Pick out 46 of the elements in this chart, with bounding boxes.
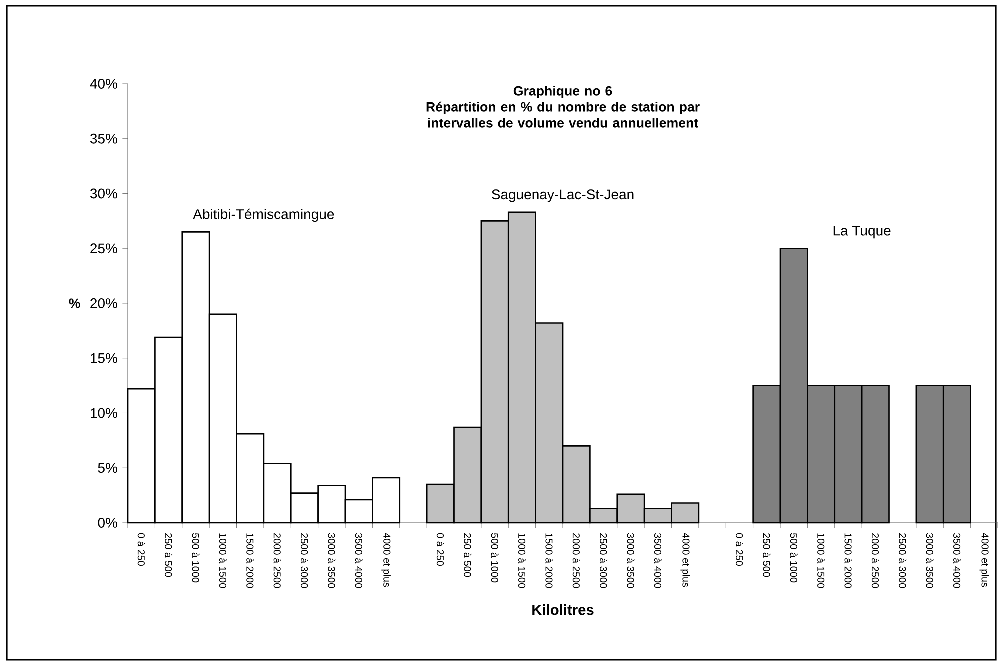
x-tick-label: 1500 à 2000: [246, 534, 254, 588]
x-tick-label: 2000 à 2500: [872, 534, 880, 588]
y-tick-label: 15%: [91, 353, 118, 364]
x-tick-label: 1000 à 1500: [818, 534, 826, 588]
x-tick-label: 3000 à 3500: [926, 533, 934, 588]
x-tick-label: 2500 à 3000: [600, 534, 608, 588]
x-tick-label: 4000 et plus: [680, 533, 690, 588]
x-tick-label: 4000 et plus: [382, 533, 391, 588]
x-tick-label: 2000 à 2500: [274, 534, 282, 588]
y-tick-label: 30%: [90, 188, 118, 199]
text: La Tuque: [834, 226, 891, 239]
y-tick-label: 10%: [91, 408, 118, 418]
x-tick-label: 1000 à 1500: [219, 534, 227, 588]
y-tick-label: 0%: [98, 518, 118, 528]
x-tick-label: 0 à 250: [138, 533, 146, 566]
text: Répartition en % du nombre de station par intervalles de volume vendu annuellement: [426, 102, 700, 128]
series-label: Saguenay-Lac-St-Jean: [492, 190, 634, 202]
x-tick-label: 1500 à 2000: [844, 534, 852, 588]
x-tick-label: 0 à 250: [436, 533, 444, 566]
x-tick-label: 3500 à 4000: [355, 533, 363, 588]
y-tick-label: 20%: [90, 298, 118, 308]
y-tick-label: 35%: [90, 134, 118, 144]
x-tick-label: 3500 à 4000: [654, 533, 662, 588]
x-tick-label: 2500 à 3000: [899, 534, 907, 588]
x-tick-label: 2000 à 2500: [572, 534, 580, 588]
chart-title: Graphique no 6: [514, 86, 612, 98]
series-label: Abitibi-Témiscamingue: [193, 208, 334, 222]
x-tick-label: 500 à 1000: [192, 533, 200, 583]
x-tick-label: 4000 et plus: [980, 533, 990, 588]
y-tick-label: 5%: [98, 463, 118, 474]
x-tick-label: 2500 à 3000: [300, 534, 308, 588]
x-tick-label: 250 à 500: [464, 534, 472, 578]
x-tick-label: 0 à 250: [736, 533, 744, 566]
y-tick-label: 40%: [90, 79, 118, 89]
x-axis-title: Kilolitres: [532, 604, 594, 616]
x-tick-label: 250 à 500: [165, 534, 173, 578]
y-tick-label: 25%: [90, 244, 118, 254]
x-tick-label: 1500 à 2000: [546, 534, 554, 588]
x-tick-label: 3000 à 3500: [627, 533, 635, 588]
x-tick-label: 500 à 1000: [491, 533, 499, 583]
x-tick-label: 3000 à 3500: [328, 533, 336, 588]
x-tick-label: 3500 à 4000: [953, 533, 961, 588]
x-tick-label: 500 à 1000: [790, 533, 798, 583]
x-tick-label: 1000 à 1500: [518, 534, 526, 588]
x-tick-label: 250 à 500: [763, 534, 771, 578]
y-axis-title: %: [69, 298, 80, 308]
